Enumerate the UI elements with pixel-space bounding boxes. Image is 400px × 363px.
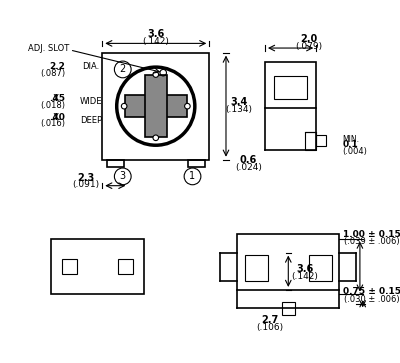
Text: .40: .40: [49, 113, 65, 122]
Bar: [282, 302, 295, 315]
Text: .45: .45: [49, 94, 65, 103]
Text: (.004): (.004): [342, 147, 367, 156]
Circle shape: [153, 72, 158, 77]
Bar: [188, 160, 205, 167]
Text: 2.7: 2.7: [261, 315, 278, 325]
Text: 1.00 ± 0.15: 1.00 ± 0.15: [343, 229, 400, 238]
Bar: [316, 135, 326, 146]
Text: 1: 1: [190, 171, 196, 182]
Text: 3.4: 3.4: [230, 97, 248, 106]
Text: 3.6: 3.6: [296, 264, 314, 274]
Text: 2: 2: [120, 65, 126, 74]
Text: 0.1: 0.1: [342, 140, 358, 149]
Text: (.106): (.106): [256, 323, 283, 331]
Text: (.134): (.134): [226, 105, 252, 114]
Circle shape: [121, 103, 127, 109]
Text: 3.6: 3.6: [147, 29, 164, 39]
Text: (.079): (.079): [296, 42, 323, 51]
Text: (.142): (.142): [292, 272, 318, 281]
Text: (.030 ± .006): (.030 ± .006): [344, 295, 400, 303]
Bar: [237, 234, 340, 290]
Bar: [107, 160, 124, 167]
Text: DEEP: DEEP: [80, 116, 102, 125]
Bar: [244, 254, 268, 281]
Text: 0.6: 0.6: [240, 155, 257, 165]
Bar: [145, 75, 166, 138]
Circle shape: [153, 135, 158, 140]
Text: 0.75 ± 0.15: 0.75 ± 0.15: [343, 287, 400, 296]
Text: MIN.: MIN.: [342, 135, 359, 144]
Text: (.018): (.018): [40, 101, 65, 110]
Text: DIA.: DIA.: [82, 62, 99, 71]
Text: 2.3: 2.3: [77, 173, 94, 183]
Bar: [124, 95, 187, 117]
Text: X: X: [52, 94, 58, 103]
Text: X: X: [52, 113, 58, 122]
Text: (.039 ± .006): (.039 ± .006): [344, 237, 400, 246]
Text: 3: 3: [120, 171, 126, 182]
Bar: [51, 239, 144, 294]
Text: (.024): (.024): [235, 163, 262, 172]
Text: ADJ. SLOT: ADJ. SLOT: [28, 44, 69, 53]
Text: 2.2: 2.2: [49, 62, 65, 71]
Bar: [309, 254, 332, 281]
Bar: [265, 62, 316, 109]
Text: (.016): (.016): [40, 119, 65, 129]
Text: (.087): (.087): [40, 69, 65, 78]
Bar: [118, 259, 133, 274]
Circle shape: [185, 103, 190, 109]
Text: (.091): (.091): [72, 180, 99, 189]
Bar: [274, 76, 307, 99]
Bar: [102, 53, 209, 160]
Text: 2.0: 2.0: [301, 34, 318, 44]
Text: (.142): (.142): [142, 37, 169, 46]
Text: WIDE: WIDE: [80, 97, 102, 106]
Bar: [62, 259, 77, 274]
Bar: [305, 132, 316, 150]
